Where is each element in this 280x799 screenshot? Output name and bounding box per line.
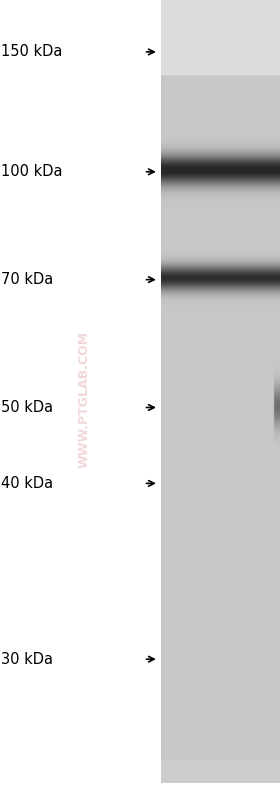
Text: WWW.PTGLAB.COM: WWW.PTGLAB.COM [78,331,90,468]
Text: 40 kDa: 40 kDa [1,476,53,491]
Text: 100 kDa: 100 kDa [1,165,63,179]
Text: 50 kDa: 50 kDa [1,400,53,415]
Text: 30 kDa: 30 kDa [1,652,53,666]
Text: 70 kDa: 70 kDa [1,272,54,287]
Text: 150 kDa: 150 kDa [1,45,63,59]
